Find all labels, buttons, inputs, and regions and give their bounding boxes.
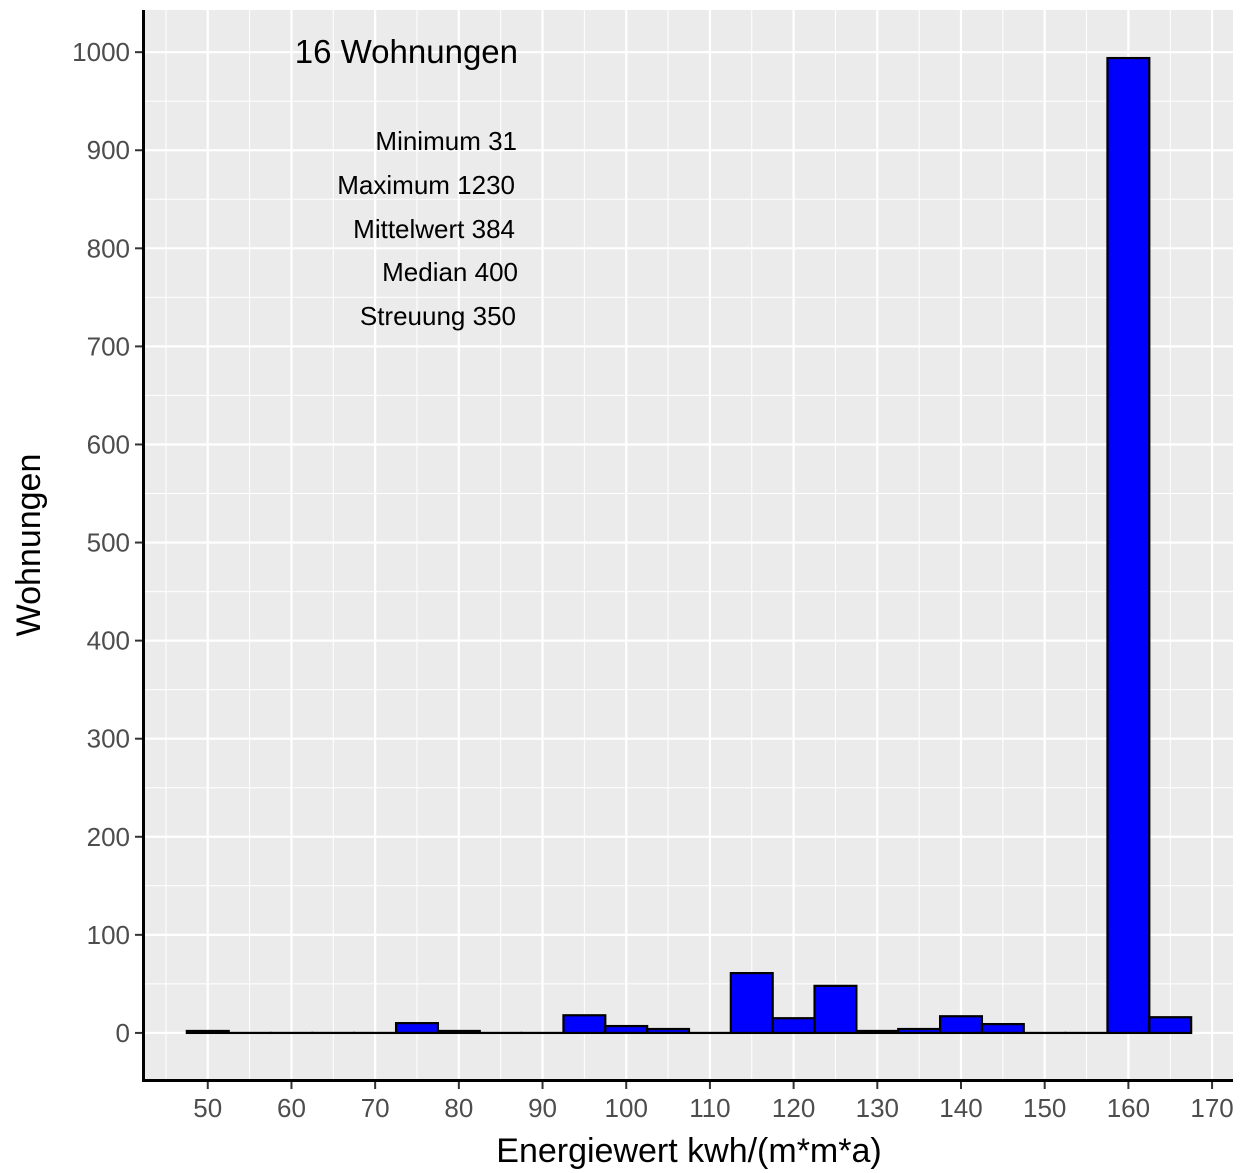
x-tick-label: 110 — [689, 1093, 730, 1123]
major-gridlines — [145, 10, 1233, 1080]
histogram-bar — [1106, 56, 1151, 1035]
annotation-maximum: Maximum 1230 — [337, 170, 515, 200]
x-tick-label: 120 — [772, 1093, 815, 1123]
histogram-bar — [646, 1027, 691, 1035]
y-tick-label: 100 — [87, 920, 130, 950]
x-axis-title: Energiewert kwh/(m*m*a) — [496, 1132, 881, 1170]
histogram-bar — [1148, 1016, 1193, 1035]
y-tick-label: 700 — [87, 331, 130, 361]
minor-gridlines — [145, 10, 1233, 1080]
x-tick-label: 140 — [939, 1093, 982, 1123]
x-tick-label: 160 — [1107, 1093, 1150, 1123]
histogram-bar — [604, 1024, 649, 1035]
x-tick-label: 90 — [528, 1093, 557, 1123]
histogram-bar — [897, 1027, 942, 1035]
y-tick-label: 900 — [87, 135, 130, 165]
y-axis-title: Wohnungen — [10, 454, 48, 637]
x-tick-label: 60 — [277, 1093, 306, 1123]
y-tick-label: 500 — [87, 528, 130, 558]
histogram-bar — [980, 1022, 1025, 1035]
histogram-bar — [813, 984, 858, 1035]
x-tick-label: 70 — [361, 1093, 390, 1123]
histogram-bar — [562, 1014, 607, 1035]
y-tick-label: 600 — [87, 429, 130, 459]
plot-panel — [145, 10, 1233, 1080]
y-tick-label: 0 — [116, 1018, 130, 1048]
histogram-bar — [855, 1029, 900, 1035]
x-axis: 50 60 70 80 90 100 110 120 130 140 150 160 170 — [193, 1082, 1234, 1123]
x-tick-label: 50 — [193, 1093, 222, 1123]
y-tick-label: 200 — [87, 822, 130, 852]
y-tick-label: 1000 — [72, 37, 130, 67]
x-tick-label: 150 — [1023, 1093, 1066, 1123]
annotation-count-label: 16 Wohnungen — [295, 33, 518, 70]
histogram-bars — [185, 56, 1193, 1035]
y-tick-label: 300 — [87, 724, 130, 754]
y-tick-label: 800 — [87, 233, 130, 263]
x-tick-label: 80 — [444, 1093, 473, 1123]
x-tick-label: 130 — [856, 1093, 899, 1123]
annotation-mittelwert: Mittelwert 384 — [353, 214, 515, 244]
annotation-streuung: Streuung 350 — [360, 301, 516, 331]
histogram-bar — [729, 971, 774, 1035]
y-tick-label: 400 — [87, 626, 130, 656]
histogram-bar — [938, 1015, 984, 1035]
histogram-bar — [185, 1029, 230, 1035]
x-tick-label: 100 — [605, 1093, 648, 1123]
annotation-minimum: Minimum 31 — [375, 126, 517, 156]
histogram-bar — [394, 1022, 440, 1035]
histogram-bar — [771, 1017, 816, 1035]
y-axis: 0 100 200 300 400 500 600 700 800 900 1000 — [72, 37, 142, 1048]
annotation-median: Median 400 — [382, 257, 518, 287]
histogram-bar — [436, 1029, 481, 1035]
x-tick-label: 170 — [1190, 1093, 1233, 1123]
